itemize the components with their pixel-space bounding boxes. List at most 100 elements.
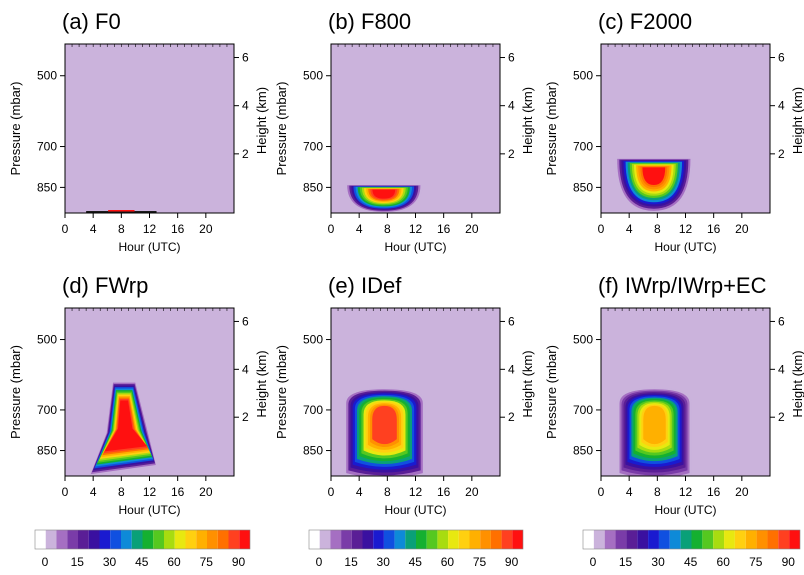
colorbar-cell bbox=[637, 530, 649, 549]
x-axis-label: Hour (UTC) bbox=[655, 240, 717, 254]
y2-tick-label: 2 bbox=[508, 147, 515, 161]
x-tick-label: 12 bbox=[679, 222, 693, 236]
contour-fill bbox=[372, 189, 396, 199]
colorbar-cell bbox=[330, 530, 342, 549]
x-tick-label: 8 bbox=[118, 222, 125, 236]
x-tick-label: 16 bbox=[707, 485, 721, 499]
x-tick-label: 20 bbox=[465, 222, 479, 236]
y2-tick-label: 2 bbox=[778, 410, 785, 424]
x-tick-label: 16 bbox=[171, 485, 185, 499]
colorbar-cell bbox=[756, 530, 768, 549]
x-tick-label: 4 bbox=[356, 485, 363, 499]
plot-background bbox=[65, 44, 234, 213]
y2-tick-label: 2 bbox=[778, 147, 785, 161]
colorbar-label: 0 bbox=[42, 555, 49, 569]
colorbar-cell bbox=[239, 530, 250, 549]
x-tick-label: 20 bbox=[735, 222, 749, 236]
y-axis-label: Pressure (mbar) bbox=[544, 82, 559, 176]
x-tick-label: 0 bbox=[328, 485, 335, 499]
y-tick-label: 700 bbox=[37, 403, 57, 417]
colorbar-label: 90 bbox=[505, 555, 519, 569]
y2-tick-label: 2 bbox=[242, 147, 249, 161]
colorbar-label: 75 bbox=[749, 555, 763, 569]
y2-tick-label: 6 bbox=[778, 314, 785, 328]
colorbar-cell bbox=[480, 530, 491, 549]
colorbar-label: 60 bbox=[167, 555, 181, 569]
y2-axis-label: Height (km) bbox=[254, 87, 269, 154]
x-tick-label: 20 bbox=[735, 485, 749, 499]
colorbar-label: 15 bbox=[71, 555, 85, 569]
colorbar-label: 45 bbox=[135, 555, 149, 569]
x-tick-label: 16 bbox=[707, 222, 721, 236]
colorbar-label: 60 bbox=[717, 555, 731, 569]
y2-tick-label: 6 bbox=[778, 51, 785, 65]
panel-4: (d) FWrp 0 4 8 12 16 20 500 700 850 2 4 6 Hour (UTC) P… bbox=[8, 273, 269, 517]
colorbar-cell bbox=[153, 530, 164, 549]
colorbar-cell bbox=[78, 530, 89, 549]
x-tick-label: 8 bbox=[654, 222, 661, 236]
colorbar-cell bbox=[383, 530, 395, 549]
colorbar-cell bbox=[702, 530, 714, 549]
colorbar-cell bbox=[67, 530, 78, 549]
colorbar-cell bbox=[448, 530, 459, 549]
colorbar-cell bbox=[789, 530, 800, 549]
x-tick-label: 8 bbox=[384, 222, 391, 236]
colorbar-cell bbox=[174, 530, 186, 549]
colorbar-cell bbox=[362, 530, 374, 549]
contour-fill bbox=[104, 400, 148, 452]
y-tick-label: 700 bbox=[573, 403, 593, 417]
colorbar-cell bbox=[593, 530, 605, 549]
colorbar-label: 45 bbox=[684, 555, 698, 569]
y2-tick-label: 6 bbox=[242, 314, 249, 328]
x-tick-label: 4 bbox=[356, 222, 363, 236]
colorbar-cell bbox=[56, 530, 68, 549]
colorbar-cell bbox=[341, 530, 352, 549]
y-tick-label: 500 bbox=[303, 69, 323, 83]
y2-axis-label: Height (km) bbox=[790, 87, 804, 154]
contour-group bbox=[86, 210, 157, 213]
colorbar-cell bbox=[207, 530, 218, 549]
x-tick-label: 12 bbox=[143, 222, 157, 236]
x-axis-label: Hour (UTC) bbox=[655, 503, 717, 517]
x-axis-label: Hour (UTC) bbox=[385, 503, 447, 517]
colorbar-cell bbox=[469, 530, 481, 549]
y2-tick-label: 4 bbox=[508, 362, 515, 376]
colorbar-cell bbox=[426, 530, 438, 549]
colorbar-cell bbox=[626, 530, 638, 549]
x-tick-label: 0 bbox=[62, 485, 69, 499]
y2-axis-label: Height (km) bbox=[254, 350, 269, 417]
colorbar-cell bbox=[196, 530, 207, 549]
x-tick-label: 16 bbox=[171, 222, 185, 236]
contour-group bbox=[615, 158, 693, 213]
y2-tick-label: 6 bbox=[508, 51, 515, 65]
x-tick-label: 4 bbox=[626, 485, 633, 499]
y-tick-label: 850 bbox=[37, 180, 57, 194]
colorbar-cell bbox=[373, 530, 384, 549]
colorbar-cell bbox=[351, 530, 363, 549]
colorbar-cell bbox=[691, 530, 703, 549]
x-axis-label: Hour (UTC) bbox=[385, 240, 447, 254]
y-tick-label: 700 bbox=[303, 403, 323, 417]
colorbar-label: 90 bbox=[232, 555, 246, 569]
colorbar-label: 15 bbox=[344, 555, 358, 569]
x-tick-label: 0 bbox=[328, 222, 335, 236]
colorbar-label: 30 bbox=[377, 555, 391, 569]
colorbar-label: 45 bbox=[409, 555, 423, 569]
colorbar-cell bbox=[185, 530, 197, 549]
colorbar-label: 90 bbox=[782, 555, 796, 569]
x-tick-label: 4 bbox=[90, 222, 97, 236]
x-tick-label: 12 bbox=[679, 485, 693, 499]
panel-5: (e) IDef 0 4 8 12 16 20 500 700 850 2 4 6 Hour (UTC) P… bbox=[274, 273, 535, 517]
contour-fill bbox=[642, 167, 666, 186]
colorbar-cell bbox=[99, 530, 111, 549]
panel-1: (a) F0 0 4 8 12 16 20 500 700 850 2 4 6 Hour (UTC) Pre… bbox=[8, 9, 269, 254]
contour-group bbox=[344, 387, 426, 476]
colorbar-frame bbox=[34, 529, 251, 550]
colorbar-cell bbox=[88, 530, 100, 549]
x-tick-label: 16 bbox=[437, 485, 451, 499]
contour-fill bbox=[372, 405, 397, 445]
y2-tick-label: 6 bbox=[242, 51, 249, 65]
y2-axis-label: Height (km) bbox=[520, 87, 535, 154]
